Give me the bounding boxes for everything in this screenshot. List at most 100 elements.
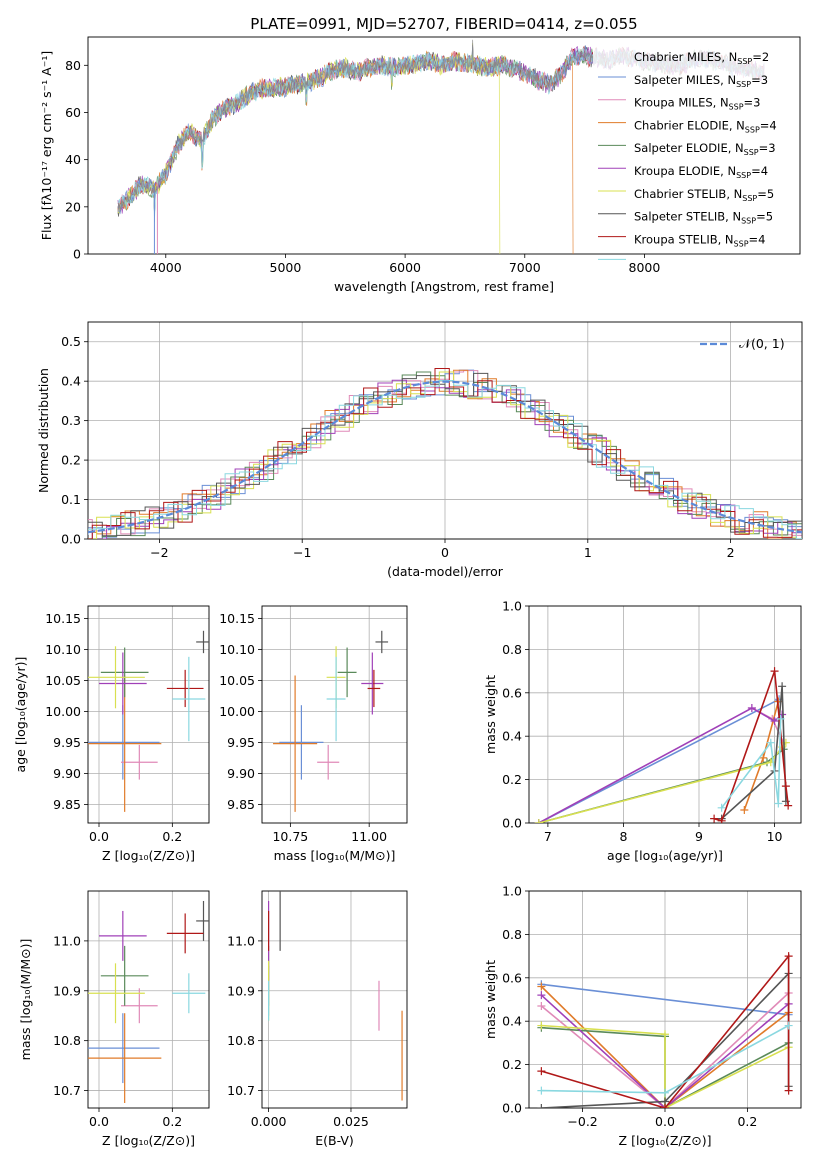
weight-marker — [759, 753, 768, 762]
weight-line-6 — [538, 742, 787, 823]
legend-label: Chabrier STELIB, N — [634, 187, 742, 201]
y-tick-label: 10.9 — [53, 983, 81, 998]
legend-entry: Kroupa STELIB, NSSP=4 — [634, 232, 765, 248]
y-tick-label: 10.00 — [45, 704, 81, 719]
legend-label: Salpeter ELODIE, N — [634, 141, 744, 155]
normal-curve — [88, 380, 802, 534]
weight-marker — [776, 714, 785, 723]
y-tick-label: 0.8 — [502, 642, 522, 657]
error-bars — [88, 630, 209, 812]
y-tick-label: 0.4 — [61, 374, 81, 389]
x-axis-label: E(B-V) — [315, 1133, 354, 1148]
legend-sub: SSP — [729, 103, 744, 112]
y-tick-label: 9.95 — [227, 735, 255, 750]
weight-marker — [537, 1002, 546, 1011]
y-tick-label: 1.0 — [502, 884, 522, 899]
weight-line-9 — [721, 718, 782, 809]
legend-suffix: =4 — [760, 118, 777, 132]
y-tick-label: 9.85 — [227, 797, 255, 812]
histograms — [88, 368, 802, 539]
y-tick-label: 11.0 — [53, 933, 81, 948]
y-tick-label: 10.7 — [227, 1083, 255, 1098]
weight-line-2 — [540, 992, 790, 1108]
weight-line-6 — [541, 1024, 789, 1108]
legend-box — [593, 42, 797, 250]
x-tick-label: −2 — [150, 545, 168, 560]
weight-marker — [537, 1067, 546, 1076]
weight-marker — [717, 803, 726, 812]
legend-entry: Salpeter STELIB, NSSP=5 — [634, 210, 773, 226]
y-tick-label: 0.0 — [502, 816, 522, 831]
x-tick-label: 7 — [544, 829, 552, 844]
legend-label: Salpeter MILES, N — [634, 73, 736, 87]
y-tick-label: 0.6 — [502, 685, 522, 700]
axes-frame — [87, 605, 210, 824]
histogram-7 — [88, 372, 802, 539]
axes-frame — [87, 890, 210, 1109]
legend-entry: Chabrier ELODIE, NSSP=4 — [634, 118, 777, 134]
weight-line-3 — [540, 985, 790, 1108]
x-axis-label: age [log₁₀(age/yr)] — [607, 848, 723, 863]
histogram-9 — [88, 380, 802, 539]
y-tick-label: 10.15 — [45, 611, 81, 626]
weight-marker — [537, 1104, 546, 1108]
weight-marker — [774, 799, 783, 808]
y-tick-label: 80 — [65, 58, 81, 73]
panel-mass-weight-vs-age: 7 8 9 10 0.0 0.2 0.4 0.6 0.8 1.0 age [log₁₀(age/yr… — [483, 599, 802, 863]
x-tick-label: 0.2 — [162, 1114, 182, 1129]
spectrum-line-3 — [117, 49, 574, 254]
x-tick-label: 11.00 — [351, 829, 387, 844]
legend-entry: Salpeter ELODIE, NSSP=3 — [634, 141, 776, 157]
axes-frame — [528, 605, 802, 824]
y-axis-label: Flux [fλ10⁻¹⁷ erg cm⁻² s⁻¹ A⁻¹] — [39, 51, 54, 240]
axes-frame — [261, 890, 408, 1109]
x-tick-label: 0 — [441, 545, 449, 560]
legend-label: Chabrier MILES, N — [634, 50, 737, 64]
x-tick-label: 0.2 — [737, 1114, 757, 1129]
legend-suffix: =4 — [749, 232, 766, 246]
x-tick-label: 7000 — [509, 260, 541, 275]
x-tick-label: 9 — [695, 829, 703, 844]
legend-sub: SSP — [737, 57, 752, 66]
legend-sub: SSP — [742, 194, 757, 203]
weight-marker — [778, 682, 787, 691]
y-axis-label: mass weight — [483, 960, 498, 1039]
x-tick-label: 10.75 — [272, 829, 308, 844]
x-tick-label: 8000 — [629, 260, 661, 275]
y-tick-label: 1.0 — [502, 599, 522, 614]
x-tick-label: 4000 — [150, 260, 182, 275]
y-tick-label: 0.5 — [61, 334, 81, 349]
weight-marker — [661, 1088, 669, 1097]
legend-suffix: =3 — [759, 141, 776, 155]
y-tick-label: 10.7 — [53, 1083, 81, 1098]
x-tick-label: 1 — [584, 545, 592, 560]
y-tick-label: 0 — [73, 247, 81, 262]
weight-marker — [740, 805, 749, 814]
x-tick-label: 5000 — [270, 260, 302, 275]
legend-suffix: =3 — [744, 96, 761, 110]
y-tick-label: 0.0 — [61, 532, 81, 547]
y-tick-label: 0.4 — [502, 729, 522, 744]
y-tick-label: 10.9 — [227, 983, 255, 998]
x-tick-label: 8 — [619, 829, 627, 844]
legend-entry: 𝒩(0, 1) — [739, 336, 785, 351]
panel-mass-weight-vs-Z: −0.2 0.0 0.2 0.0 0.2 0.4 0.6 0.8 1.0 Z [log₁₀(Z/Z… — [483, 884, 802, 1148]
y-tick-label: 9.90 — [53, 766, 81, 781]
panel-residuals: −2 −1 0 1 2 0.0 0.1 0.2 0.3 0.4 0.5 (data-model)/er… — [36, 321, 803, 579]
legend-sub: SSP — [744, 148, 759, 157]
error-bars — [273, 630, 389, 812]
legend-entry: Kroupa ELODIE, NSSP=4 — [634, 164, 768, 180]
y-tick-label: 10.10 — [45, 642, 81, 657]
weight-marker — [784, 952, 793, 961]
weight-lines — [537, 952, 793, 1108]
y-tick-label: 11.0 — [227, 933, 255, 948]
weight-lines — [534, 667, 793, 823]
legend-sub: SSP — [745, 125, 760, 134]
panel-spectrum: 4000 5000 6000 7000 8000 0 20 40 60 80 wavelength … — [39, 36, 801, 294]
x-axis-label: mass [log₁₀(M/M⊙)] — [274, 848, 396, 863]
weight-marker — [770, 717, 779, 726]
y-tick-label: 10.15 — [219, 611, 255, 626]
weight-marker — [534, 819, 543, 823]
